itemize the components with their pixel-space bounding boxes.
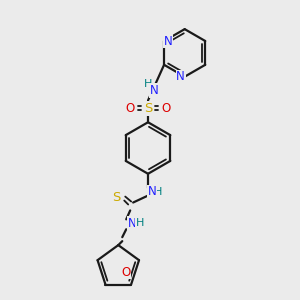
Text: O: O (161, 102, 170, 115)
Text: O: O (122, 266, 131, 279)
Text: H: H (154, 187, 162, 196)
Text: N: N (150, 84, 158, 97)
Text: N: N (148, 185, 156, 198)
Text: O: O (126, 102, 135, 115)
Text: N: N (164, 34, 172, 47)
Text: S: S (144, 102, 152, 115)
Text: H: H (144, 79, 152, 88)
Text: N: N (128, 217, 136, 230)
Text: N: N (176, 70, 185, 83)
Text: H: H (136, 218, 144, 228)
Text: S: S (112, 191, 121, 204)
